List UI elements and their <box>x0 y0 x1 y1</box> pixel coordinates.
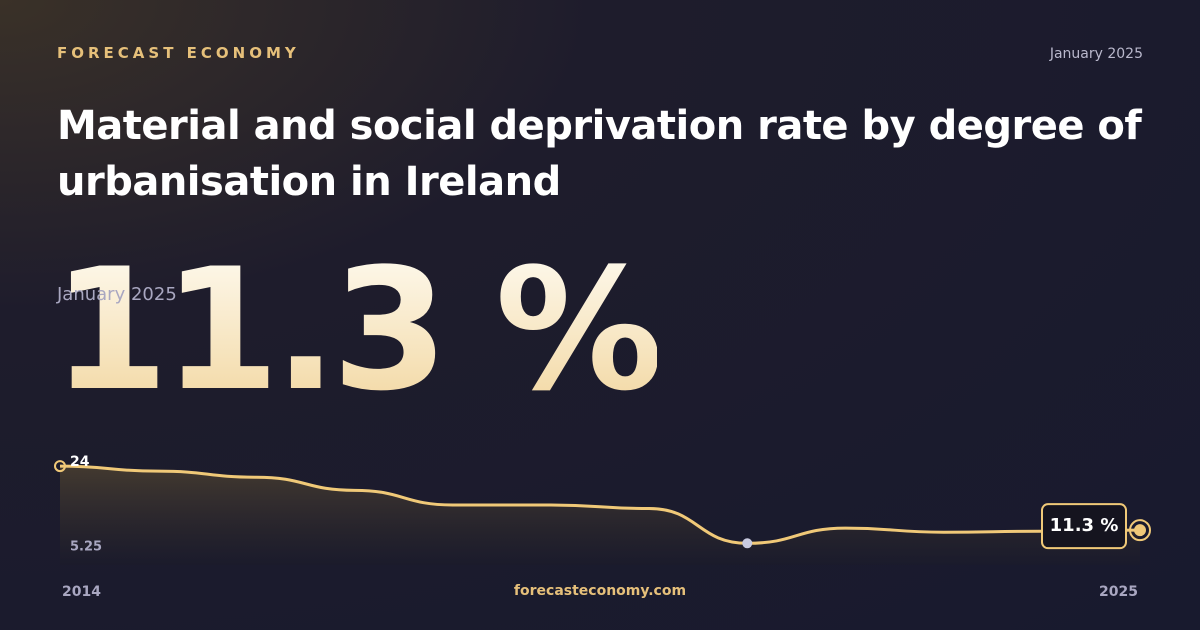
brand: FORECAST ECONOMY <box>57 44 300 62</box>
y-tick-label: 24 <box>70 454 90 470</box>
start-marker <box>54 460 66 473</box>
value-label: 11.3 % <box>1050 515 1119 536</box>
line <box>59 464 1141 545</box>
min-marker <box>742 538 753 549</box>
x-tick-label: 2025 <box>1099 584 1138 600</box>
headline: 11.3 % <box>52 232 663 428</box>
value-label-box <box>1041 503 1127 550</box>
end-ring <box>1129 519 1151 542</box>
area <box>60 466 1140 565</box>
title: Material and social deprivation rate by … <box>57 103 1142 205</box>
headline-date: January 2025 <box>57 284 177 305</box>
end-marker <box>1134 524 1146 537</box>
date: January 2025 <box>1049 46 1143 62</box>
y-tick-label: 5.25 <box>70 540 102 555</box>
x-tick-label: 2014 <box>62 584 101 600</box>
footer: forecasteconomy.com <box>513 583 687 599</box>
